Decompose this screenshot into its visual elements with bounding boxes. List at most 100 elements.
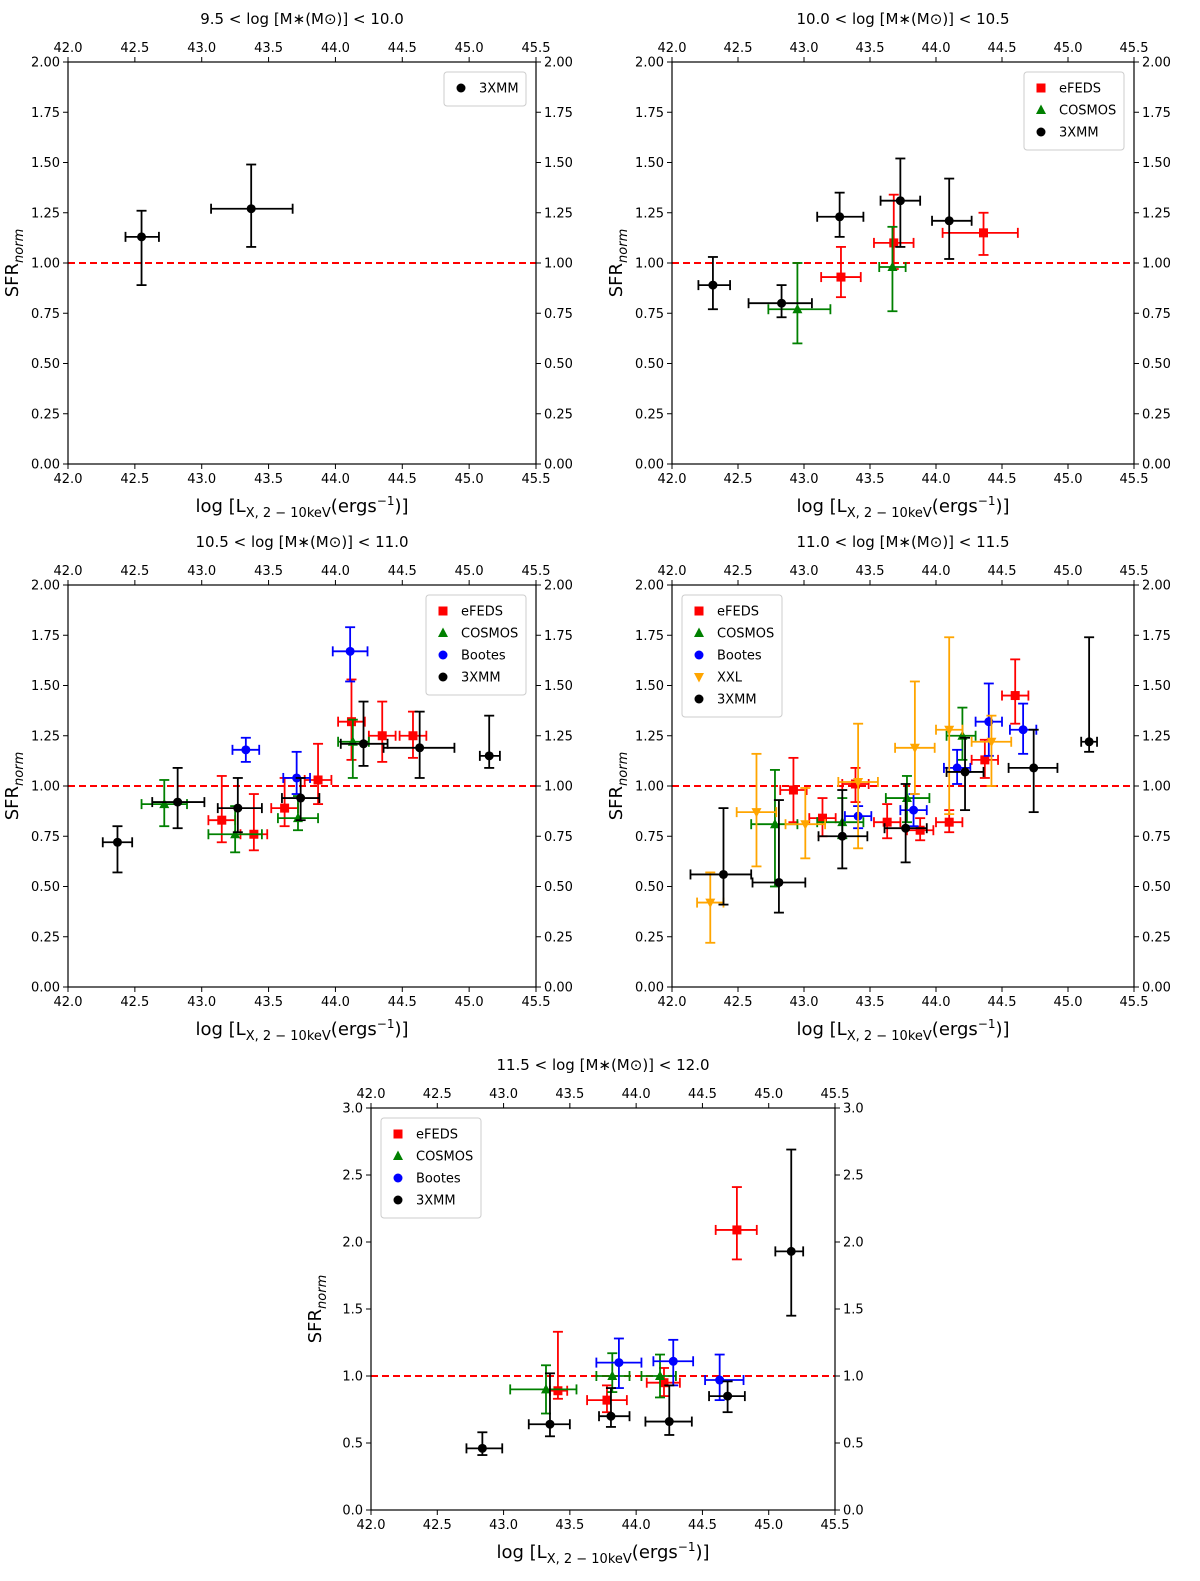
x-tick-label-top: 43.5 bbox=[555, 1087, 584, 1102]
legend-label-3xmm: 3XMM bbox=[461, 671, 501, 686]
y-tick-label-left: 0.00 bbox=[635, 981, 664, 996]
x-tick-label-bottom: 42.0 bbox=[658, 995, 687, 1010]
chart-title: 10.5 < log [M∗(M⊙)] < 11.0 bbox=[195, 533, 408, 551]
x-tick-label-top: 45.5 bbox=[1120, 41, 1149, 56]
y-axis-label-main: SFR bbox=[305, 1309, 326, 1343]
x-tick-label-bottom: 43.5 bbox=[856, 995, 885, 1010]
data-marker bbox=[280, 803, 290, 813]
legend-label-3xmm: 3XMM bbox=[717, 693, 757, 708]
data-marker bbox=[708, 280, 718, 290]
legend-marker-efeds bbox=[694, 606, 704, 616]
y-tick-label-right: 1.00 bbox=[1142, 257, 1171, 272]
x-tick-label-bottom: 44.0 bbox=[622, 1518, 651, 1533]
x-tick-label-bottom: 43.0 bbox=[790, 995, 819, 1010]
y-tick-label-right: 3.0 bbox=[843, 1102, 864, 1117]
x-axis-label: log [LX, 2 − 10keV(ergs−1)] bbox=[796, 494, 1009, 521]
y-axis-label-sub: norm bbox=[616, 752, 631, 786]
y-tick-label-left: 1.00 bbox=[635, 257, 664, 272]
chart-title: 11.0 < log [M∗(M⊙)] < 11.5 bbox=[796, 533, 1009, 551]
data-marker bbox=[345, 646, 355, 656]
y-tick-label-left: 1.50 bbox=[31, 679, 60, 694]
y-tick-label-left: 0.50 bbox=[31, 357, 60, 372]
data-marker bbox=[217, 815, 227, 825]
data-marker bbox=[980, 755, 990, 765]
data-marker bbox=[659, 1378, 669, 1388]
data-point bbox=[478, 714, 501, 769]
data-point bbox=[1007, 728, 1059, 814]
legend-label-cosmos: COSMOS bbox=[717, 627, 774, 642]
y-tick-label-left: 1.25 bbox=[31, 206, 60, 221]
x-axis-label-end: )] bbox=[695, 1542, 709, 1563]
x-tick-label-bottom: 45.0 bbox=[455, 995, 484, 1010]
x-tick-label-bottom: 44.0 bbox=[922, 472, 951, 487]
x-tick-label-top: 44.0 bbox=[321, 564, 350, 579]
x-tick-label-top: 43.5 bbox=[254, 41, 283, 56]
x-tick-label-bottom: 45.0 bbox=[455, 472, 484, 487]
x-tick-label-top: 43.5 bbox=[856, 564, 885, 579]
data-point bbox=[974, 682, 1003, 757]
y-tick-label-left: 1.00 bbox=[31, 257, 60, 272]
y-tick-label-left: 0.50 bbox=[635, 357, 664, 372]
data-point bbox=[735, 752, 778, 868]
y-tick-label-left: 1.75 bbox=[635, 629, 664, 644]
data-marker bbox=[602, 1395, 612, 1405]
data-point bbox=[527, 1372, 571, 1438]
y-tick-label-left: 2.00 bbox=[635, 56, 664, 71]
x-tick-label-bottom: 45.5 bbox=[522, 995, 551, 1010]
y-axis-label-main: SFR bbox=[606, 263, 627, 297]
data-marker bbox=[769, 818, 780, 829]
x-axis-label-end: )] bbox=[394, 496, 408, 517]
y-tick-label-right: 0.50 bbox=[1142, 880, 1171, 895]
y-tick-label-right: 0.50 bbox=[1142, 357, 1171, 372]
data-point bbox=[935, 636, 964, 816]
x-axis-label-main: log [L bbox=[496, 1542, 546, 1563]
series-3xmm bbox=[697, 157, 973, 319]
x-tick-label-top: 45.5 bbox=[522, 41, 551, 56]
data-point bbox=[704, 1353, 745, 1402]
x-tick-label-bottom: 42.0 bbox=[54, 472, 83, 487]
data-marker bbox=[545, 1419, 555, 1429]
x-tick-label-bottom: 44.5 bbox=[988, 472, 1017, 487]
data-point bbox=[1001, 658, 1030, 725]
data-point bbox=[652, 1338, 695, 1387]
legend-box bbox=[443, 71, 527, 107]
legend: 3XMM bbox=[443, 71, 527, 107]
data-marker bbox=[850, 779, 860, 789]
y-axis-label: SFRnorm bbox=[305, 1275, 330, 1344]
data-point bbox=[697, 256, 731, 311]
data-point bbox=[644, 1384, 693, 1436]
legend-marker-bootes bbox=[694, 650, 704, 660]
y-tick-label-right: 1.5 bbox=[843, 1303, 864, 1318]
x-tick-label-bottom: 42.5 bbox=[724, 995, 753, 1010]
data-point bbox=[714, 1186, 758, 1261]
legend-label-bootes: Bootes bbox=[717, 649, 762, 664]
data-point bbox=[207, 805, 263, 854]
x-tick-label-bottom: 43.0 bbox=[187, 995, 216, 1010]
chart-panel-5: 11.5 < log [M∗(M⊙)] < 12.0 42.0 42.0 42.5 42… bbox=[305, 1056, 864, 1567]
series-efeds bbox=[779, 658, 1030, 842]
legend: eFEDS COSMOS 3XMM bbox=[1023, 71, 1125, 151]
y-tick-label-left: 1.00 bbox=[31, 780, 60, 795]
x-axis-label: log [LX, 2 − 10keV(ergs−1)] bbox=[496, 1540, 709, 1567]
x-tick-label-top: 44.5 bbox=[688, 1087, 717, 1102]
x-tick-label-top: 45.0 bbox=[1054, 564, 1083, 579]
y-tick-label-right: 0.5 bbox=[843, 1437, 864, 1452]
x-tick-label-top: 44.5 bbox=[988, 41, 1017, 56]
data-point bbox=[941, 211, 1019, 256]
data-marker bbox=[313, 775, 323, 785]
y-tick-label-right: 0.25 bbox=[544, 930, 573, 945]
data-marker bbox=[230, 828, 241, 839]
legend-label-xxl: XXL bbox=[717, 671, 743, 686]
data-point bbox=[398, 710, 428, 759]
data-point bbox=[878, 225, 907, 313]
y-tick-label-left: 0.50 bbox=[635, 880, 664, 895]
data-marker bbox=[718, 869, 728, 879]
data-point bbox=[210, 163, 294, 248]
x-axis-label-sub: X, 2 − 10keV bbox=[246, 506, 331, 521]
data-marker bbox=[1029, 763, 1039, 773]
x-tick-label-bottom: 42.5 bbox=[120, 472, 149, 487]
data-marker bbox=[346, 717, 356, 727]
data-marker bbox=[960, 767, 970, 777]
x-tick-label-bottom: 45.5 bbox=[522, 472, 551, 487]
